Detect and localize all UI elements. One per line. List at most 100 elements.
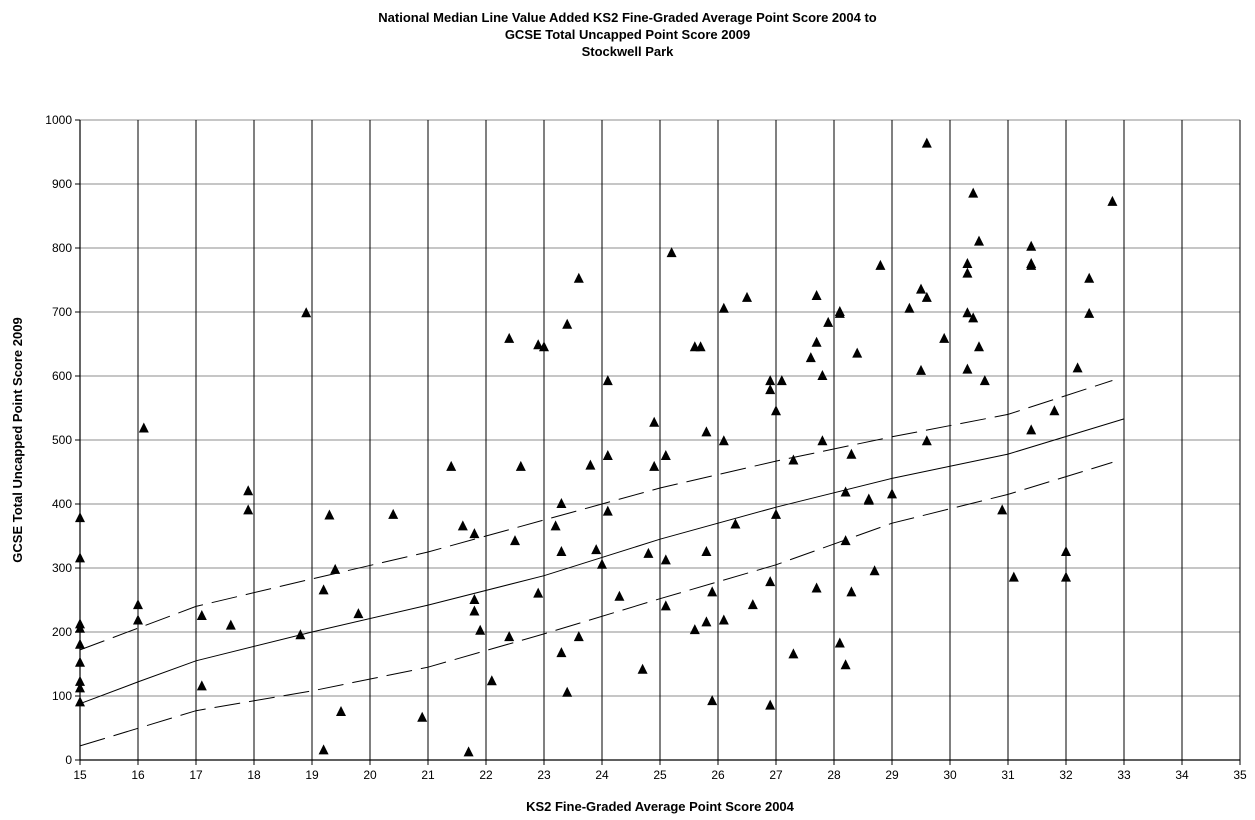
x-tick-label: 21 [421,768,435,782]
data-point [718,614,729,625]
data-point [921,137,932,148]
data-point [196,610,207,620]
data-point [718,302,729,313]
dashed-band-line [79,380,1113,651]
data-point [602,450,613,460]
data-point [75,696,85,707]
y-tick-label: 100 [52,689,72,703]
data-point [614,590,625,601]
data-point [701,426,712,437]
data-point [979,375,990,386]
data-point [463,746,474,757]
data-point [75,552,85,563]
data-point [330,563,341,574]
data-point [556,498,567,508]
x-tick-label: 29 [885,768,899,782]
x-tick-label: 18 [247,768,261,782]
data-point [457,520,468,531]
data-point [968,187,979,198]
y-tick-label: 500 [52,433,72,447]
data-point [573,272,584,283]
data-point [811,336,822,347]
data-point [701,546,712,556]
x-tick-label: 30 [943,768,957,782]
y-axis-label: GCSE Total Uncapped Point Score 2009 [10,317,25,562]
data-point [504,332,515,343]
data-point [539,341,549,352]
y-tick-label: 400 [52,497,72,511]
data-point [666,247,677,258]
data-point [243,504,254,515]
x-tick-label: 17 [189,768,203,782]
data-point [475,624,486,635]
data-point [510,535,520,546]
data-point [771,405,781,416]
data-point [597,558,607,569]
data-point [974,341,984,352]
data-point [573,631,584,642]
y-tick-label: 600 [52,369,72,383]
data-point [846,586,857,597]
data-point [916,283,926,294]
data-point [939,332,950,343]
x-tick-label: 32 [1059,768,1073,782]
data-point [1061,571,1071,582]
data-point [75,675,85,686]
data-point [765,576,776,587]
median-line [79,418,1125,705]
data-point [1084,307,1095,318]
data-point [75,622,85,633]
data-point [707,695,718,706]
data-point [75,512,85,523]
data-point [336,706,346,716]
data-point [747,599,758,610]
data-point [852,347,863,358]
data-point [962,267,973,278]
data-point [863,494,874,505]
data-point [1061,546,1071,556]
data-point [550,520,561,531]
data-point [834,306,845,316]
data-point [562,318,573,329]
x-tick-label: 20 [363,768,377,782]
x-tick-label: 22 [479,768,493,782]
data-point [788,454,799,465]
data-point [301,307,312,318]
data-point [1072,362,1083,373]
x-tick-label: 34 [1175,768,1189,782]
data-point [591,544,602,555]
chart-title-line-1: National Median Line Value Added KS2 Fin… [378,10,877,25]
dashed-band-line [79,461,1113,747]
data-point [840,535,851,546]
x-tick-label: 31 [1001,768,1015,782]
data-point [771,508,781,519]
data-point [875,259,886,270]
data-point [840,659,851,670]
data-point [817,370,828,380]
data-point [660,450,671,460]
axes [75,119,1241,765]
data-point [1008,571,1019,582]
data-point [324,509,335,520]
data-point [811,582,822,593]
data-point [1049,405,1060,416]
data-point [353,608,364,619]
x-tick-label: 25 [653,768,667,782]
data-point [469,594,480,604]
data-point [962,307,973,318]
data-point [695,341,706,352]
data-point [707,586,718,597]
data-point [196,680,207,691]
data-point [75,656,85,667]
x-tick-label: 26 [711,768,725,782]
data-point [75,638,85,649]
data-point [1026,424,1037,435]
x-axis-label: KS2 Fine-Graded Average Point Score 2004 [526,799,795,814]
x-tick-label: 15 [73,768,87,782]
y-tick-label: 300 [52,561,72,575]
data-point [295,629,306,640]
data-point [515,460,526,471]
data-point [730,518,741,529]
data-point [887,488,897,499]
